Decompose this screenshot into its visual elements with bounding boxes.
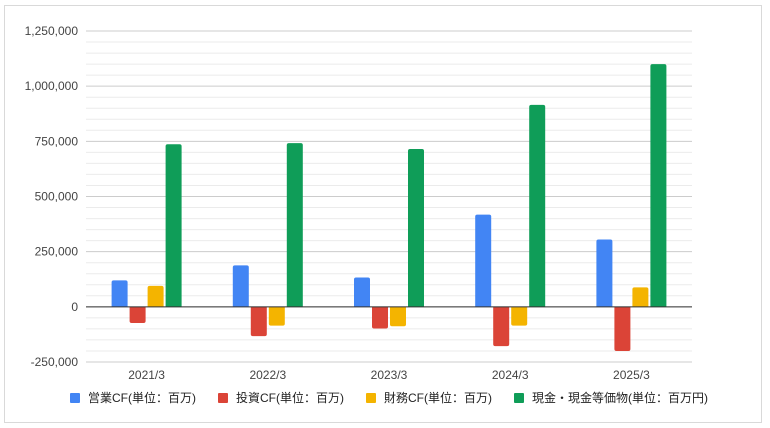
- y-axis-tick-labels: -250,000 0 250,000 500,000 750,000 1,000,000 1…: [25, 24, 79, 369]
- bar-financing-cf-2: [390, 306, 406, 327]
- bar-operating-cf-1: [232, 265, 249, 307]
- bar-cash-equivalents-2: [408, 149, 424, 307]
- legend-swatch: [70, 393, 80, 403]
- y-tick-label: -250,000: [31, 355, 79, 369]
- bar-investing-cf-0: [129, 306, 146, 323]
- y-tick-label: 1,000,000: [25, 79, 79, 93]
- x-tick-label: 2025/3: [613, 368, 650, 382]
- bar-investing-cf-1: [250, 306, 267, 337]
- legend-label: 営業CF(単位：百万): [88, 390, 196, 405]
- y-tick-label: 0: [71, 300, 78, 314]
- x-tick-label: 2024/3: [492, 368, 529, 382]
- bar-financing-cf-1: [268, 306, 285, 326]
- bar-cash-equivalents-1: [286, 143, 303, 307]
- bar-cash-equivalents-3: [529, 104, 546, 307]
- y-tick-label: 1,250,000: [25, 24, 79, 38]
- bar-investing-cf-4: [614, 306, 631, 351]
- bar-operating-cf-4: [596, 239, 613, 307]
- bar-operating-cf-3: [475, 214, 492, 307]
- x-tick-label: 2022/3: [249, 368, 286, 382]
- legend-swatch: [218, 393, 228, 403]
- y-tick-label: 500,000: [35, 190, 79, 204]
- bar-cash-equivalents-0: [165, 144, 182, 307]
- bar-operating-cf-2: [354, 277, 370, 307]
- legend-label: 現金・現金等価物(単位：百万円): [532, 390, 708, 405]
- y-tick-label: 250,000: [35, 245, 79, 259]
- x-tick-label: 2023/3: [371, 368, 408, 382]
- bar-operating-cf-0: [111, 280, 128, 307]
- legend-swatch: [366, 393, 376, 403]
- legend-label: 投資CF(単位：百万): [236, 390, 344, 405]
- bar-financing-cf-0: [147, 285, 164, 307]
- gridlines: [86, 30, 692, 363]
- bar-financing-cf-3: [511, 306, 528, 326]
- bar-financing-cf-4: [632, 287, 649, 307]
- bars: [111, 64, 667, 351]
- y-tick-label: 750,000: [35, 134, 79, 148]
- bar-investing-cf-2: [372, 306, 388, 329]
- bar-cash-equivalents-4: [650, 64, 667, 307]
- legend-label: 財務CF(単位：百万): [384, 390, 492, 405]
- bar-investing-cf-3: [493, 306, 510, 347]
- x-tick-label: 2021/3: [128, 368, 165, 382]
- x-axis-tick-labels: 2021/3 2022/3 2023/3 2024/3 2025/3: [128, 368, 650, 382]
- legend: 営業CF(単位：百万) 投資CF(単位：百万) 財務CF(単位：百万) 現金・現金等価…: [70, 390, 708, 405]
- legend-swatch: [514, 393, 524, 403]
